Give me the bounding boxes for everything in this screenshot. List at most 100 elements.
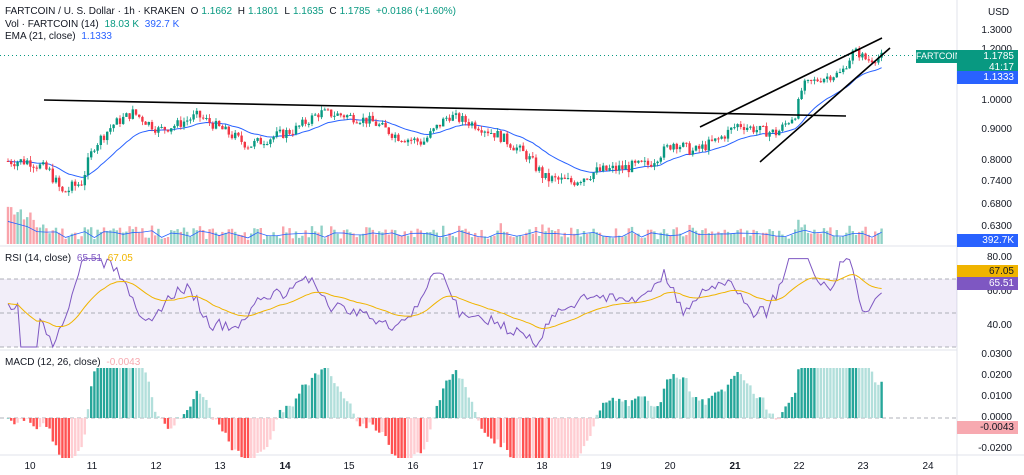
volume-bar: [358, 234, 362, 244]
volume-bar: [128, 226, 131, 244]
candle-body: [790, 119, 794, 124]
candle-body: [765, 126, 768, 137]
macd-histogram-bar: [781, 412, 784, 418]
candle-body: [179, 120, 182, 127]
volume-bar: [333, 229, 336, 244]
time-tick: 13: [214, 461, 226, 472]
rsi-legend[interactable]: RSI (14, close) 65.51 67.05: [5, 253, 136, 264]
volume-bar: [160, 238, 163, 244]
candle-body: [717, 138, 720, 140]
macd-tick: 0.0100: [981, 391, 1012, 402]
volume-bar: [848, 225, 851, 244]
macd-tick: 0.0000: [981, 412, 1012, 423]
macd-histogram-bar: [486, 418, 490, 437]
macd-histogram-bar: [390, 418, 394, 454]
volume-bar: [566, 237, 570, 244]
macd-histogram-bar: [224, 418, 227, 433]
volume-bar: [288, 228, 291, 244]
macd-histogram-bar: [474, 411, 477, 418]
volume-bar: [464, 228, 467, 244]
candle-body: [467, 122, 470, 126]
macd-histogram-bar: [45, 418, 48, 427]
macd-histogram-bar: [358, 418, 362, 427]
candle-body: [352, 114, 355, 123]
macd-histogram-bar: [131, 368, 134, 418]
volume-bar: [474, 232, 477, 244]
volume-bar: [6, 206, 10, 244]
macd-histogram-bar: [435, 405, 438, 418]
candle-body: [240, 135, 243, 142]
symbol-title[interactable]: FARTCOIN / U. S. Dollar · 1h · KRAKEN: [5, 6, 185, 17]
macd-histogram-bar: [416, 418, 419, 453]
candle-body: [29, 160, 32, 167]
macd-histogram-bar: [611, 397, 614, 418]
macd-histogram-bar: [720, 389, 723, 418]
volume-bar: [99, 231, 102, 244]
candle-body: [573, 182, 576, 186]
candle-body: [61, 186, 64, 192]
candle-body: [426, 137, 429, 142]
volume-bar: [618, 235, 621, 244]
volume-bar: [477, 237, 480, 244]
rsi-ma-line: [7, 274, 882, 330]
trendline: [699, 37, 883, 128]
candle-body: [422, 141, 426, 145]
volume-bar: [80, 236, 83, 244]
volume-bar: [515, 236, 518, 244]
volume-bar: [355, 237, 358, 244]
volume-bar: [269, 235, 272, 244]
volume-bar: [109, 230, 112, 244]
volume-bar: [45, 228, 48, 244]
volume-bar: [656, 239, 659, 244]
volume-bar: [227, 229, 230, 244]
macd-histogram-bar: [48, 418, 51, 429]
volume-bar: [384, 229, 387, 244]
low-label: L: [284, 6, 290, 17]
candle-body: [259, 138, 262, 145]
currency-label[interactable]: USD: [988, 7, 1010, 18]
volume-bar: [22, 219, 26, 244]
volume-bar: [624, 235, 627, 244]
macd-histogram-bar: [586, 418, 589, 441]
volume-bar: [733, 233, 736, 244]
macd-histogram-bar: [522, 418, 525, 458]
macd-histogram-bar: [422, 418, 426, 450]
candle-body: [829, 76, 832, 81]
volume-bar: [416, 228, 419, 244]
volume-bar: [714, 234, 717, 244]
macd-histogram-bar: [67, 418, 70, 458]
macd-histogram-bar: [560, 418, 563, 458]
ema-legend[interactable]: EMA (21, close) 1.1333: [5, 31, 115, 42]
macd-histogram-bar: [16, 418, 19, 423]
candle-body: [246, 147, 250, 149]
macd-histogram-bar: [256, 418, 259, 453]
volume-bar: [576, 229, 579, 244]
macd-histogram-bar: [237, 418, 240, 451]
macd-legend[interactable]: MACD (12, 26, close) -0.0043: [5, 357, 143, 368]
volume-bar: [115, 230, 118, 244]
volume-bar: [16, 212, 19, 244]
volume-bar: [38, 227, 42, 244]
candle-body: [787, 123, 790, 125]
volume-bar: [570, 227, 573, 244]
candle-body: [118, 118, 122, 124]
volume-bar: [381, 232, 384, 244]
candle-body: [458, 113, 461, 122]
volume-legend[interactable]: Vol · FARTCOIN (14) 18.03 K 392.7 K: [5, 19, 182, 30]
candle-body: [870, 60, 874, 63]
trendline: [759, 47, 891, 163]
macd-histogram-bar: [442, 388, 445, 418]
volume-bar: [810, 233, 813, 244]
macd-histogram-bar: [794, 392, 797, 418]
macd-histogram-bar: [538, 418, 541, 458]
candle-body: [218, 120, 221, 126]
macd-histogram-bar: [291, 406, 294, 418]
macd-histogram-bar: [525, 418, 528, 458]
volume-bar: [154, 235, 157, 244]
candle-body: [93, 150, 96, 152]
volume-bar: [822, 228, 826, 244]
macd-histogram-bar: [285, 405, 288, 418]
candle-body: [74, 181, 77, 186]
time-tick: 14: [279, 461, 291, 472]
